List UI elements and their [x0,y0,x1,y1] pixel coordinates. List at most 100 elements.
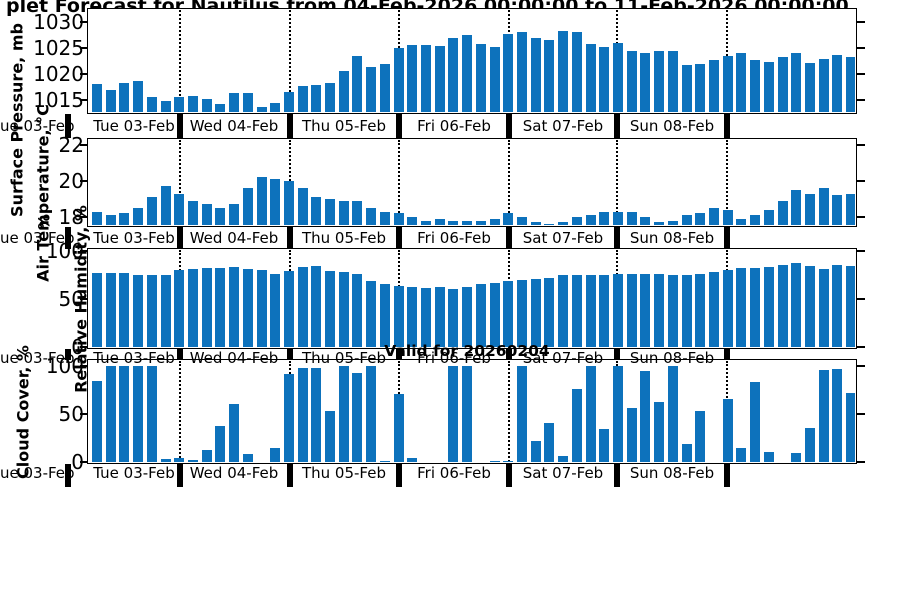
bar [448,38,459,112]
x-day-tick [506,227,512,249]
x-day-label: Fri 06-Feb [417,229,491,247]
bar [448,220,459,225]
day-gridline [179,10,181,112]
bar [187,200,198,225]
bar [133,80,144,112]
bar [681,275,692,347]
bar [708,59,719,112]
bar [379,283,390,347]
bar [503,34,514,112]
bar [654,402,665,462]
bar [434,218,445,225]
bar [475,43,486,112]
bar [297,85,308,112]
y-tick-mark [80,99,88,101]
bar [612,211,623,225]
x-day-label: Wed 04-Feb [189,349,279,367]
y-tick-label: 22 [58,133,84,157]
plot-area-2 [89,250,855,347]
bar [667,50,678,112]
bar [599,211,610,225]
bar [242,268,253,347]
y-tick-label: 20 [58,169,84,193]
bar [229,204,240,225]
bar [174,270,185,347]
bar [407,458,418,462]
bar [174,458,185,462]
bar [421,45,432,112]
bar [105,273,116,347]
bar [229,92,240,112]
bar [215,426,226,462]
bar [489,218,500,225]
bar [174,193,185,225]
x-day-tick [614,114,620,138]
bar [571,275,582,347]
bar [407,45,418,112]
bar [654,222,665,225]
bar [736,52,747,112]
y-tick-label: 50 [58,287,84,311]
x-day-label: Tue 03-Feb [93,229,175,247]
bar [681,215,692,225]
bar [503,213,514,225]
x-day-tick [287,464,293,487]
bar [530,37,541,112]
bar [777,264,788,347]
bar [804,193,815,225]
bar [311,367,322,462]
x-day-tick [177,349,183,360]
bar [338,366,349,462]
x-day-label: Wed 04-Feb [189,117,279,135]
x-day-label: Sat 07-Feb [522,464,604,482]
bar [160,186,171,225]
bar [325,199,336,225]
bar [434,46,445,112]
bar [119,83,130,112]
bar [612,274,623,347]
day-gridline [508,140,510,225]
bar [722,55,733,112]
x-day-label: Sat 07-Feb [522,229,604,247]
bar [270,447,281,462]
bar [105,89,116,112]
plot-area-0 [89,10,855,112]
bar [791,453,802,462]
x-day-tick [724,114,730,138]
bar [283,181,294,225]
bar [791,262,802,347]
y-tick-mark [80,21,88,23]
y-tick-mark-right [857,73,865,75]
bar [804,62,815,112]
bar [777,200,788,225]
bar [215,268,226,347]
bar [626,274,637,347]
y-tick-mark [80,298,88,300]
bar [256,177,267,225]
plot-area-1 [89,140,855,225]
y-tick-mark [80,250,88,252]
crop-artifact-tick [65,114,71,138]
bar [640,217,651,225]
bar [201,268,212,347]
bar [571,217,582,225]
bar [832,195,843,225]
bar [393,285,404,347]
bar [421,288,432,347]
bar [475,283,486,347]
bar [695,213,706,225]
y-tick-mark-right [857,346,865,348]
bar [832,368,843,462]
bar [119,366,130,462]
bar [366,66,377,112]
bar [105,366,116,462]
bar [558,30,569,112]
bar [146,197,157,225]
bar [379,63,390,112]
bar [626,211,637,225]
bar [722,398,733,462]
x-day-tick [177,227,183,249]
y-tick-label: 100 [45,239,84,263]
bar [640,274,651,347]
y-tick-mark [80,346,88,348]
